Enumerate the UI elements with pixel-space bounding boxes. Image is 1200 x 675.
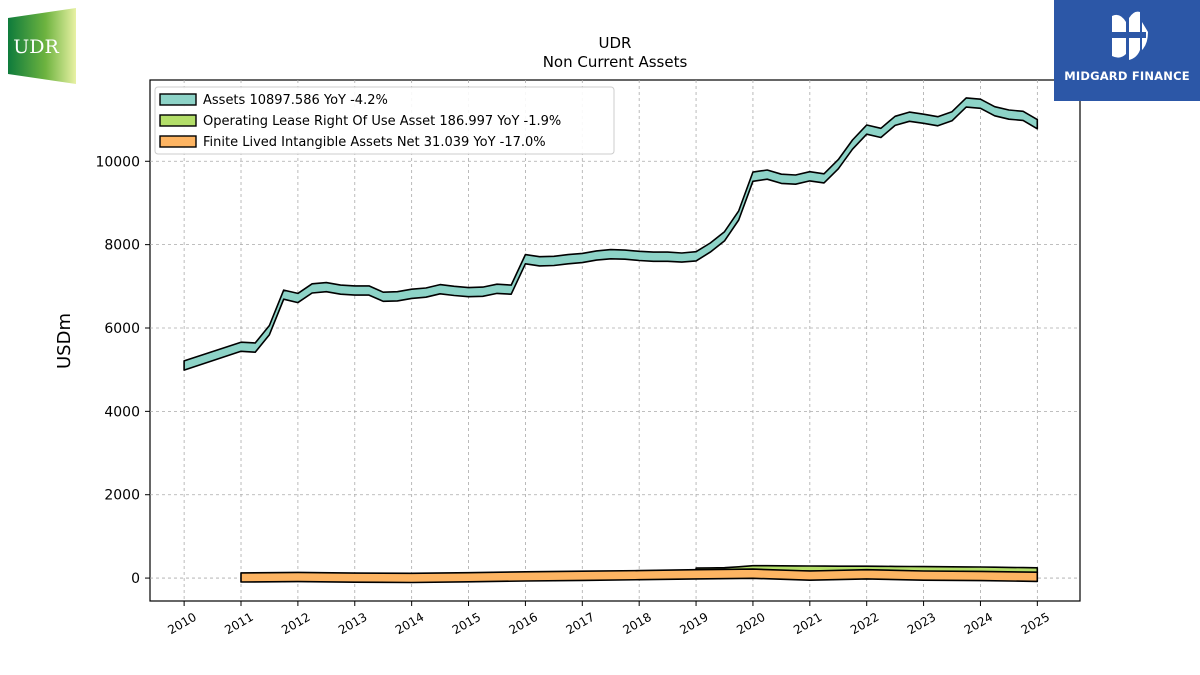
chart-subtitle: Non Current Assets — [543, 53, 688, 71]
midgard-finance-logo: MIDGARD FINANCE — [1054, 0, 1200, 101]
y-tick-label: 0 — [131, 571, 140, 587]
x-tick-label: 2019 — [677, 610, 710, 637]
grid — [150, 80, 1080, 601]
axes: 2010 2011 2012 2013 2014 2015 2016 2017 2018 2019… — [95, 154, 1052, 637]
legend-label: Operating Lease Right Of Use Asset 186.9… — [203, 114, 561, 129]
company-logo: UDR — [8, 8, 76, 84]
midgard-brand-text: MIDGARD FINANCE — [1064, 69, 1190, 83]
x-tick-label: 2022 — [848, 610, 881, 637]
y-tick-label: 2000 — [104, 488, 140, 504]
x-tick-label: 2023 — [905, 610, 938, 637]
company-logo-icon: UDR — [8, 8, 76, 84]
x-tick-label: 2018 — [620, 610, 653, 637]
y-tick-label: 10000 — [95, 154, 140, 170]
series-layer — [183, 97, 1039, 584]
x-tick-label: 2010 — [165, 610, 198, 637]
legend-swatch — [159, 93, 197, 106]
svg-text:UDR: UDR — [13, 36, 59, 58]
x-tick-label: 2011 — [222, 610, 255, 637]
y-tick-label: 8000 — [104, 238, 140, 254]
legend-swatch — [159, 135, 197, 148]
y-tick-label: 4000 — [104, 404, 140, 420]
series-band — [240, 568, 1039, 584]
y-axis-label: USDm — [54, 313, 75, 369]
x-tick-label: 2016 — [507, 610, 540, 637]
legend-swatch — [159, 114, 197, 127]
x-tick-label: 2015 — [450, 610, 483, 637]
x-tick-label: 2017 — [564, 610, 597, 637]
y-tick-label: 6000 — [104, 321, 140, 337]
x-tick-label: 2012 — [279, 610, 312, 637]
chart-title: UDR — [599, 34, 632, 52]
legend-label: Assets 10897.586 YoY -4.2% — [203, 93, 388, 108]
midgard-emblem-icon — [1108, 11, 1148, 61]
x-tick-label: 2014 — [393, 610, 426, 637]
x-tick-label: 2025 — [1019, 610, 1052, 637]
x-tick-label: 2013 — [336, 610, 369, 637]
legend-box — [154, 86, 615, 155]
series-band — [183, 97, 1039, 371]
x-tick-label: 2024 — [962, 610, 995, 637]
legend: Assets 10897.586 YoY -4.2% Operating Leas… — [154, 86, 615, 155]
x-tick-label: 2020 — [734, 610, 767, 637]
x-tick-label: 2021 — [791, 610, 824, 637]
plot-frame — [149, 79, 1081, 602]
legend-label: Finite Lived Intangible Assets Net 31.03… — [203, 135, 546, 150]
